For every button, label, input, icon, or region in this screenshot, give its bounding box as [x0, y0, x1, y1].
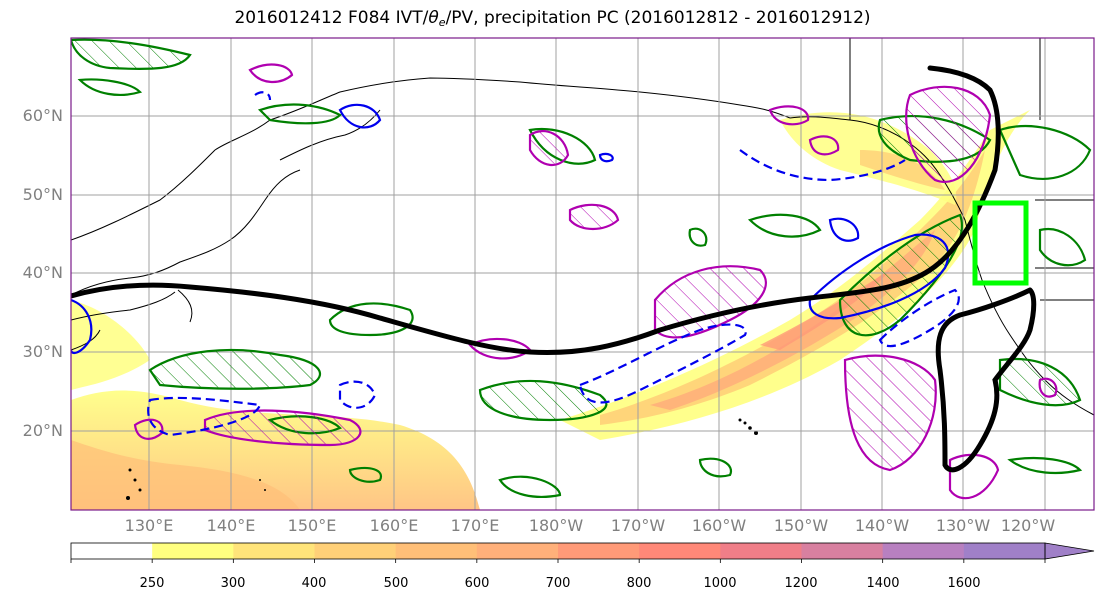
- colorbar-label-800: 800: [626, 576, 652, 591]
- colorbar-label-1400: 1400: [866, 576, 900, 591]
- colorbar-label-1000: 1000: [703, 576, 737, 591]
- lat-label-60n: 60°N: [22, 106, 63, 125]
- colorbar-segment: [720, 543, 802, 559]
- colorbar-label-1600: 1600: [947, 576, 981, 591]
- title-prefix: 2016012412 F084 IVT/: [234, 8, 429, 28]
- colorbar-segment: [476, 543, 559, 559]
- lat-label-50n: 50°N: [22, 185, 63, 204]
- lon-label-150w: 150°W: [773, 516, 829, 535]
- colorbar-segment: [314, 543, 397, 559]
- colorbar-label-700: 700: [545, 576, 571, 591]
- lon-label-170w: 170°W: [610, 516, 666, 535]
- lat-label-20n: 20°N: [22, 421, 63, 440]
- lon-label-120w: 120°W: [1000, 516, 1056, 535]
- colorbar-segment: [639, 543, 721, 559]
- colorbar-segment: [558, 543, 640, 559]
- colorbar-segment: [152, 543, 234, 559]
- colorbar-segment: [882, 543, 965, 559]
- lon-label-150e: 150°E: [287, 516, 337, 535]
- colorbar-ticks: [70, 559, 1046, 563]
- figure-title: 2016012412 F084 IVT/θe/PV, precipitation…: [0, 8, 1105, 29]
- lon-label-130w: 130°W: [935, 516, 991, 535]
- blue-contours: [71, 103, 950, 355]
- lon-label-160e: 160°E: [369, 516, 419, 535]
- colorbar-label-250: 250: [139, 576, 165, 591]
- colorbar-label-400: 400: [301, 576, 327, 591]
- lon-label-130e: 130°E: [124, 516, 174, 535]
- lat-label-30n: 30°N: [22, 342, 63, 361]
- colorbar-label-600: 600: [464, 576, 490, 591]
- target-region-box: [972, 200, 1029, 286]
- colorbar-label-300: 300: [220, 576, 246, 591]
- blue-dashed-contours: [147, 91, 960, 437]
- colorbar-label-500: 500: [383, 576, 409, 591]
- colorbar-segment: [71, 543, 153, 559]
- colorbar-segment: [801, 543, 884, 559]
- title-theta: θ: [428, 8, 439, 28]
- title-suffix: /PV, precipitation PC (2016012812 - 2016…: [445, 8, 871, 28]
- islands: [126, 418, 758, 500]
- map-frame: [70, 37, 1095, 511]
- jet-axis: [71, 65, 1037, 473]
- lon-label-140e: 140°E: [206, 516, 256, 535]
- lon-label-170e: 170°E: [450, 516, 500, 535]
- colorbar-segment: [233, 543, 315, 559]
- lon-label-140w: 140°W: [854, 516, 910, 535]
- lat-label-40n: 40°N: [22, 263, 63, 282]
- colorbar-extend-arrow: [1044, 542, 1095, 560]
- colorbar-label-1200: 1200: [784, 576, 818, 591]
- colorbar-segments: [71, 543, 1046, 559]
- colorbar-segment: [395, 543, 478, 559]
- lon-label-160w: 160°W: [691, 516, 747, 535]
- lon-label-180w: 180°W: [528, 516, 584, 535]
- title-theta-subscript: e: [438, 16, 446, 29]
- colorbar-segment: [963, 543, 1046, 559]
